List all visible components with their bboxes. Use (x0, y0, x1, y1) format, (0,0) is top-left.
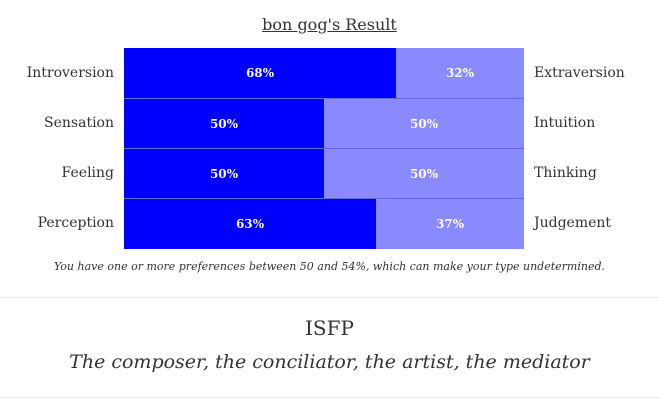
personality-type-code: ISFP (305, 316, 354, 340)
preference-bar: 68% 32% (124, 48, 524, 98)
preference-bar-right: 32% (396, 48, 524, 98)
preference-bar-left: 63% (124, 199, 376, 249)
undetermined-note: You have one or more preferences between… (53, 260, 605, 273)
preference-bar-left: 50% (124, 149, 324, 199)
preference-row-ie: Introversion 68% 32% Extraversion (0, 48, 659, 98)
preference-bar: 63% 37% (124, 198, 524, 249)
preference-bar: 50% 50% (124, 98, 524, 149)
preference-bar-right: 37% (376, 199, 524, 249)
preference-bar: 50% 50% (124, 148, 524, 199)
preference-bar-right: 50% (324, 99, 524, 149)
preference-right-label: Judgement (534, 215, 612, 231)
preference-right-label: Intuition (534, 115, 596, 131)
preference-row-sn: Sensation 50% 50% Intuition (0, 98, 659, 149)
preference-left-label: Feeling (61, 165, 114, 181)
preference-left-percent: 63% (235, 217, 265, 231)
preference-bar-left: 68% (124, 48, 396, 98)
preference-left-percent: 68% (245, 66, 275, 80)
preference-right-percent: 50% (409, 117, 439, 131)
preference-left-label: Sensation (44, 115, 114, 131)
preference-row-pj: Perception 63% 37% Judgement (0, 198, 659, 249)
preference-right-percent: 32% (445, 66, 475, 80)
result-title[interactable]: bon gog's Result (262, 15, 397, 34)
preference-bar-right: 50% (324, 149, 524, 199)
preference-left-percent: 50% (209, 117, 239, 131)
preference-right-label: Extraversion (534, 65, 625, 81)
section-divider (0, 297, 659, 298)
preference-right-label: Thinking (534, 165, 597, 181)
section-divider-bottom (0, 397, 659, 398)
preference-row-ft: Feeling 50% 50% Thinking (0, 148, 659, 199)
personality-type-description: The composer, the conciliator, the artis… (69, 351, 590, 373)
preference-right-percent: 50% (409, 167, 439, 181)
preference-right-percent: 37% (435, 217, 465, 231)
preference-left-label: Perception (37, 215, 114, 231)
preference-bars: Introversion 68% 32% Extraversion Sensat… (0, 48, 659, 249)
preference-bar-left: 50% (124, 99, 324, 149)
preference-left-label: Introversion (26, 65, 114, 81)
preference-left-percent: 50% (209, 167, 239, 181)
